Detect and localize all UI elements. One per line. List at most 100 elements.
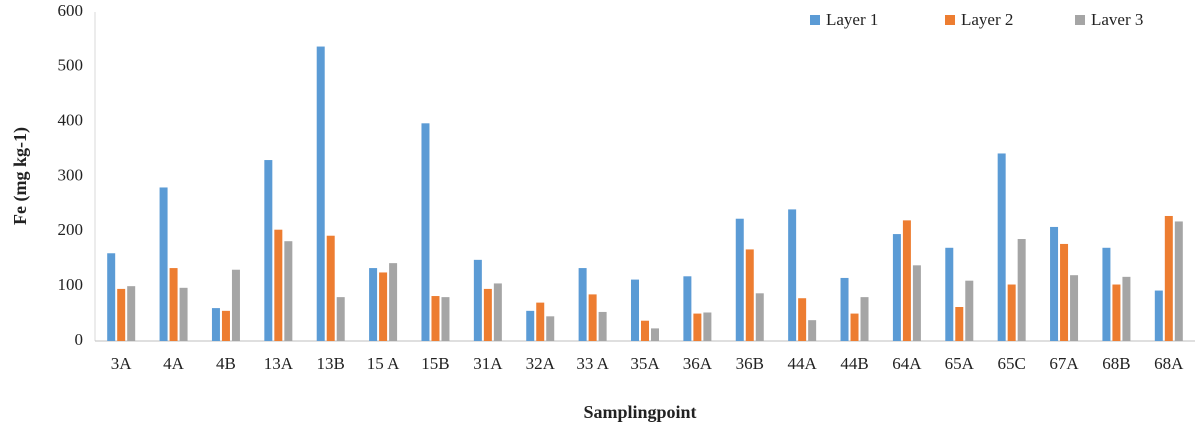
y-axis-title: Fe (mg kg-1) — [10, 127, 31, 225]
bar — [107, 253, 116, 341]
bar — [631, 279, 639, 341]
y-tick-label: 200 — [58, 220, 84, 239]
x-tick-label: 32A — [526, 354, 556, 373]
bar — [221, 310, 230, 341]
bar — [274, 229, 283, 341]
bar — [231, 269, 240, 341]
bar — [483, 288, 492, 341]
bar — [1050, 226, 1059, 341]
bar — [127, 286, 136, 341]
x-tick-label: 68B — [1102, 354, 1130, 373]
bar — [588, 294, 597, 341]
bar — [431, 296, 440, 341]
bar — [703, 312, 712, 341]
bar — [117, 288, 126, 341]
bar — [755, 293, 764, 341]
x-tick-label: 3A — [111, 354, 133, 373]
bar — [1174, 221, 1183, 341]
bar — [473, 259, 482, 341]
y-tick-label: 300 — [58, 165, 84, 184]
bar — [1122, 276, 1131, 341]
legend-swatch — [810, 15, 820, 25]
bar — [788, 209, 797, 341]
bar — [735, 218, 744, 341]
bar — [1154, 290, 1163, 341]
bar — [1070, 275, 1079, 341]
bar — [159, 187, 168, 341]
bar — [264, 160, 273, 341]
bar — [169, 268, 178, 341]
bar — [578, 268, 587, 341]
x-tick-label: 13A — [264, 354, 294, 373]
bar — [546, 316, 555, 341]
bar — [892, 234, 901, 341]
x-tick-label: 36B — [736, 354, 764, 373]
legend-swatch — [945, 15, 955, 25]
bar — [945, 247, 954, 341]
bar — [598, 311, 607, 341]
x-axis-title: Samplingpoint — [583, 402, 696, 422]
x-tick-label: 44A — [788, 354, 818, 373]
bar — [179, 287, 188, 341]
x-tick-label: 36A — [683, 354, 713, 373]
bar — [369, 268, 378, 341]
bar — [683, 276, 692, 341]
bar — [379, 272, 388, 341]
bar — [1102, 247, 1111, 341]
bar — [284, 241, 293, 341]
legend-swatch — [1075, 15, 1085, 25]
bar — [997, 153, 1006, 341]
y-tick-label: 0 — [75, 330, 84, 349]
x-tick-label: 33 A — [576, 354, 609, 373]
bar — [1112, 284, 1121, 341]
x-tick-label: 35A — [630, 354, 660, 373]
x-tick-label: 64A — [892, 354, 922, 373]
bar — [316, 46, 325, 342]
x-tick-label: 4A — [163, 354, 185, 373]
y-tick-label: 500 — [58, 56, 84, 75]
y-tick-label: 100 — [58, 275, 84, 294]
legend-label: Layer 1 — [826, 10, 878, 29]
x-tick-label: 68A — [1154, 354, 1184, 373]
bar — [798, 298, 807, 341]
bar — [850, 313, 859, 341]
bar — [421, 123, 430, 341]
x-tick-label: 4B — [216, 354, 236, 373]
bar — [912, 265, 921, 341]
bar — [441, 297, 450, 341]
bar — [326, 235, 335, 341]
x-tick-label: 65A — [945, 354, 975, 373]
bar — [1164, 215, 1173, 341]
bar — [860, 297, 869, 341]
bar — [536, 302, 545, 341]
bar — [389, 263, 398, 341]
bar — [641, 320, 649, 341]
bar — [1017, 239, 1026, 341]
x-tick-label: 13B — [317, 354, 345, 373]
bar — [211, 308, 220, 341]
bar — [336, 297, 345, 341]
y-tick-label: 600 — [58, 1, 84, 20]
x-tick-label: 65C — [997, 354, 1025, 373]
x-tick-label: 31A — [473, 354, 503, 373]
bar — [1060, 243, 1069, 341]
x-tick-label: 15 A — [367, 354, 400, 373]
bar — [493, 283, 502, 341]
bar — [965, 280, 974, 341]
bar — [651, 328, 659, 341]
bar — [693, 313, 702, 341]
bar — [955, 307, 964, 341]
bar — [745, 249, 754, 341]
x-tick-label: 15B — [421, 354, 449, 373]
legend-label: Laver 3 — [1091, 10, 1143, 29]
bar — [840, 277, 849, 341]
bar — [526, 310, 535, 341]
x-tick-label: 44B — [840, 354, 868, 373]
x-tick-label: 67A — [1049, 354, 1079, 373]
y-tick-label: 400 — [58, 111, 84, 130]
bar — [902, 220, 911, 341]
bar — [808, 320, 817, 341]
bar — [1007, 284, 1016, 341]
legend-label: Layer 2 — [961, 10, 1013, 29]
